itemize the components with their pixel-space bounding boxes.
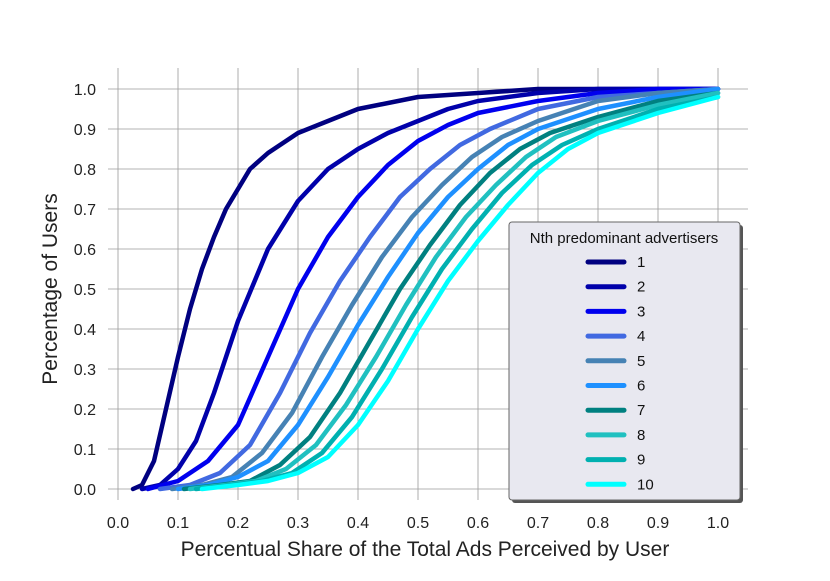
y-tick-label: 0.4 [74,322,96,339]
y-axis-label: Percentage of Users [39,193,62,384]
legend-label: 6 [637,378,645,395]
y-tick-label: 0.7 [74,202,96,219]
y-tick-label: 0.8 [74,162,96,179]
series-line-8 [187,90,721,492]
x-tick-label: 0.5 [407,515,429,532]
legend-items: 1 2 3 4 5 6 7 8 9 10 [585,254,654,493]
x-axis-label: Percentual Share of the Total Ads Percei… [181,538,670,561]
legend-label: 7 [637,402,645,419]
x-tick-label: 0.7 [527,515,549,532]
y-tick-label: 0.5 [74,282,96,299]
legend: Nth predominant advertisers 1 2 3 4 5 6 7 8 9 10 [508,221,743,503]
x-tick-label: 0.2 [227,515,249,532]
y-axis-ticks: 0.0 0.1 0.2 0.3 0.4 0.5 0.6 0.7 0.8 0.9 1.0 [74,82,96,499]
x-tick-label: 0.8 [587,515,609,532]
x-tick-label: 0.4 [347,515,369,532]
series-layer [130,86,721,492]
series-line-7 [181,90,721,492]
y-tick-label: 0.6 [74,242,96,259]
legend-label: 4 [637,328,645,345]
x-tick-label: 0.0 [107,515,129,532]
series-line-1 [130,86,721,492]
legend-title: Nth predominant advertisers [530,230,718,247]
x-axis-ticks: 0.0 0.1 0.2 0.3 0.4 0.5 0.6 0.7 0.8 0.9 1.0 [107,515,729,532]
series-line-5 [169,86,721,492]
series-line-2 [139,86,721,492]
y-tick-label: 0.2 [74,402,96,419]
x-tick-label: 0.3 [287,515,309,532]
x-tick-label: 0.1 [167,515,189,532]
legend-label: 1 [637,254,645,271]
legend-label: 5 [637,353,645,370]
series-line-4 [157,86,721,492]
legend-label: 9 [637,452,645,469]
legend-label: 3 [637,303,645,320]
series-line-6 [175,86,721,492]
series-line-3 [145,86,721,492]
legend-label: 10 [637,476,654,493]
legend-label: 2 [637,279,645,296]
y-tick-label: 0.1 [74,442,96,459]
x-tick-label: 1.0 [707,515,729,532]
series-line-10 [199,94,721,492]
y-tick-label: 1.0 [74,82,96,99]
legend-label: 8 [637,427,645,444]
x-tick-label: 0.9 [647,515,669,532]
y-tick-label: 0.0 [74,482,96,499]
x-tick-label: 0.6 [467,515,489,532]
y-tick-label: 0.9 [74,122,96,139]
y-tick-label: 0.3 [74,362,96,379]
